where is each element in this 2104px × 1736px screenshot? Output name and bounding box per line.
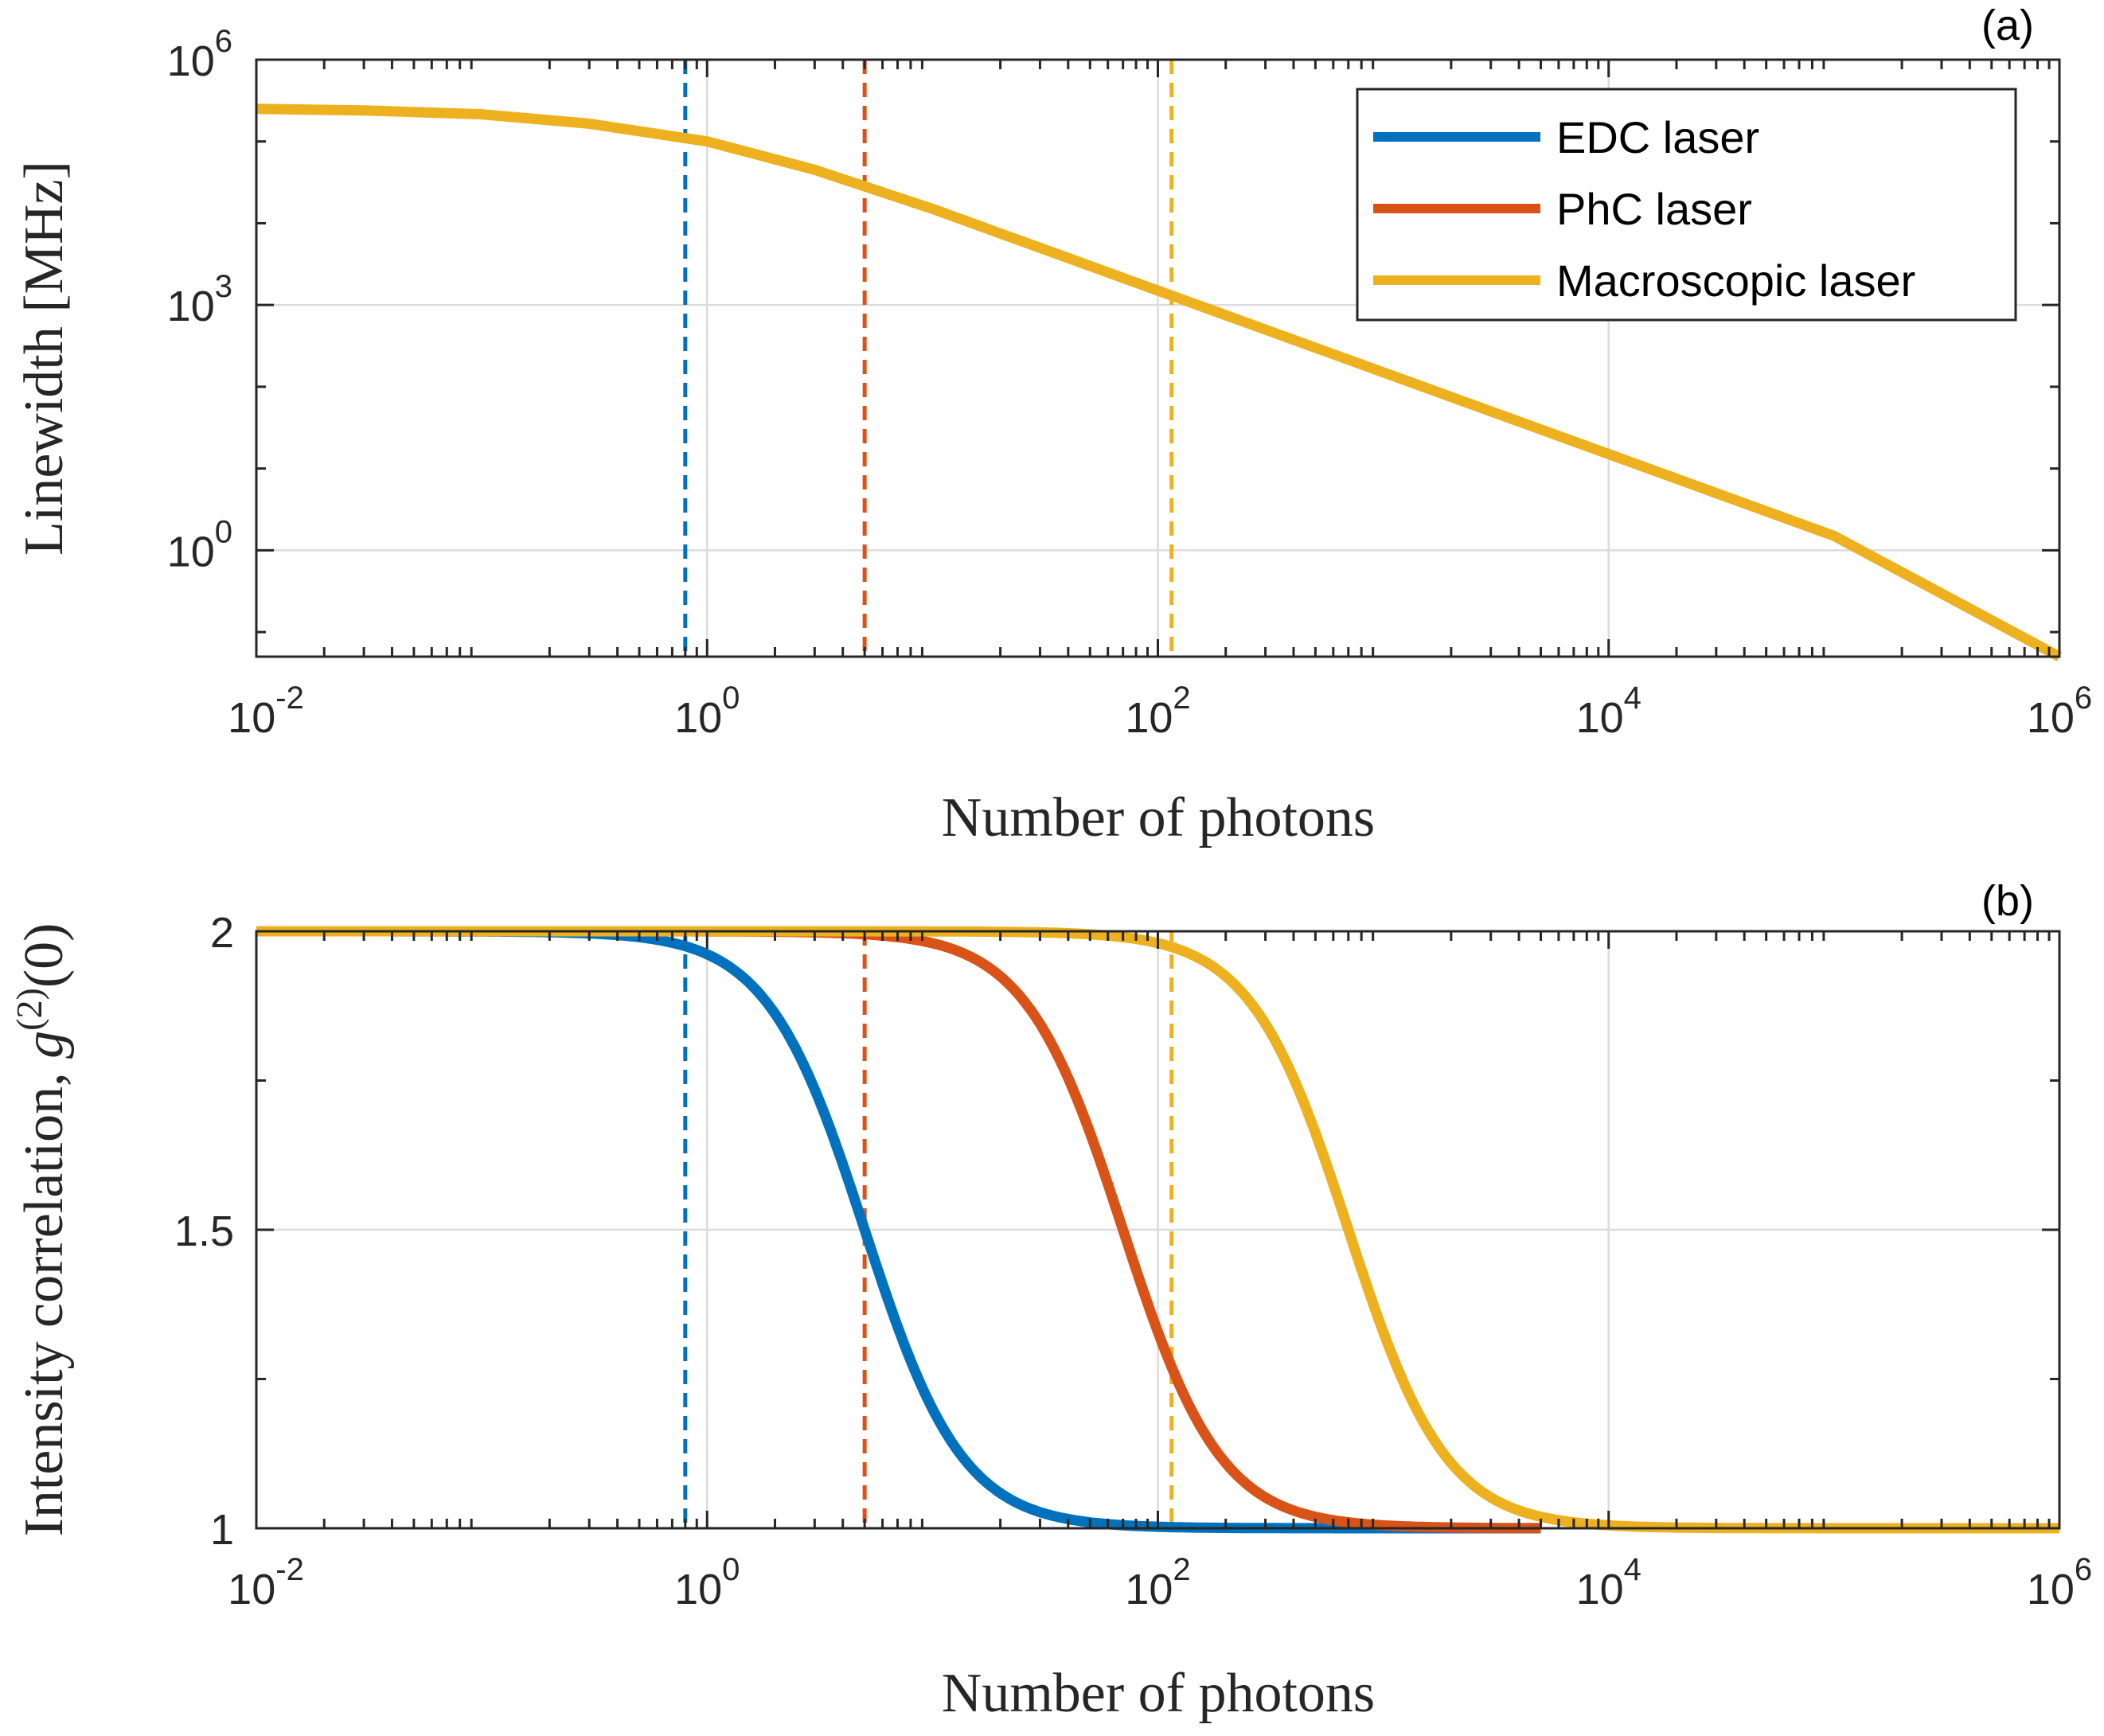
y-tick-label: 106 (167, 24, 232, 85)
panel-a-y-tick-labels: 100 103 106 (167, 24, 232, 575)
panel-b-reference-lines (683, 931, 1174, 1528)
legend: EDC laser PhC laser Macroscopic laser (1356, 88, 2017, 322)
panel-a-ticks (255, 58, 2061, 657)
x-tick-label: 104 (1576, 681, 1641, 742)
panel-a-x-axis-label: Number of photons (942, 787, 1375, 848)
panel-a-tag: (a) (1981, 2, 2034, 49)
panel-b-ticks (255, 930, 2061, 1530)
x-tick-label: 106 (2027, 1552, 2092, 1613)
x-tick-label: 102 (1125, 681, 1190, 742)
y-tick-label: 103 (167, 269, 232, 330)
panel-a-x-tick-labels: 10-2 100 102 104 106 (228, 681, 2092, 742)
series-line-macroscopic (256, 103, 2063, 661)
panel-b-x-axis-label: Number of photons (942, 1663, 1375, 1724)
panel-b-y-axis-label-sup: (2) (9, 988, 49, 1031)
x-tick-label: 10-2 (228, 681, 304, 742)
x-tick-label: 100 (674, 1552, 740, 1613)
panel-b-y-tick-labels: 11.52 (174, 909, 234, 1554)
panel-a-reference-lines (683, 60, 1174, 657)
x-tick-label: 106 (2027, 681, 2092, 742)
panel-a-y-axis-label: Linewidth [MHz] (14, 161, 75, 556)
y-tick-label: 1 (210, 1506, 234, 1554)
panel-b-y-axis-label-g: g (14, 1031, 75, 1059)
x-tick-label: 104 (1576, 1552, 1641, 1613)
legend-label-edc: EDC laser (1556, 112, 1759, 162)
y-tick-label: 1.5 (174, 1207, 234, 1255)
panel-b-intensity-correlation: 10-2 100 102 104 106 11.52 (b) Number of pho… (9, 877, 2092, 1724)
panel-b-grid (256, 931, 2059, 1528)
x-tick-label: 102 (1125, 1552, 1190, 1613)
legend-label-phc: PhC laser (1556, 184, 1752, 234)
y-tick-label: 2 (210, 909, 234, 957)
panel-b-x-tick-labels: 10-2 100 102 104 106 (228, 1552, 2092, 1613)
panel-b-tag: (b) (1981, 877, 2034, 925)
panel-a-linewidth: 10-2 100 102 104 106 100 103 106 (a) Number of… (14, 2, 2092, 848)
panel-b-y-axis-label: Intensity correlation, g(2)(0) (9, 923, 75, 1537)
panel-b-y-axis-label-suffix: (0) (14, 923, 75, 989)
legend-label-macro: Macroscopic laser (1556, 256, 1915, 306)
y-tick-label: 100 (167, 514, 232, 575)
x-tick-label: 100 (674, 681, 740, 742)
x-tick-label: 10-2 (228, 1552, 304, 1613)
panel-a-series (256, 103, 2063, 661)
panel-b-y-axis-label-prefix: Intensity correlation, (14, 1059, 75, 1537)
